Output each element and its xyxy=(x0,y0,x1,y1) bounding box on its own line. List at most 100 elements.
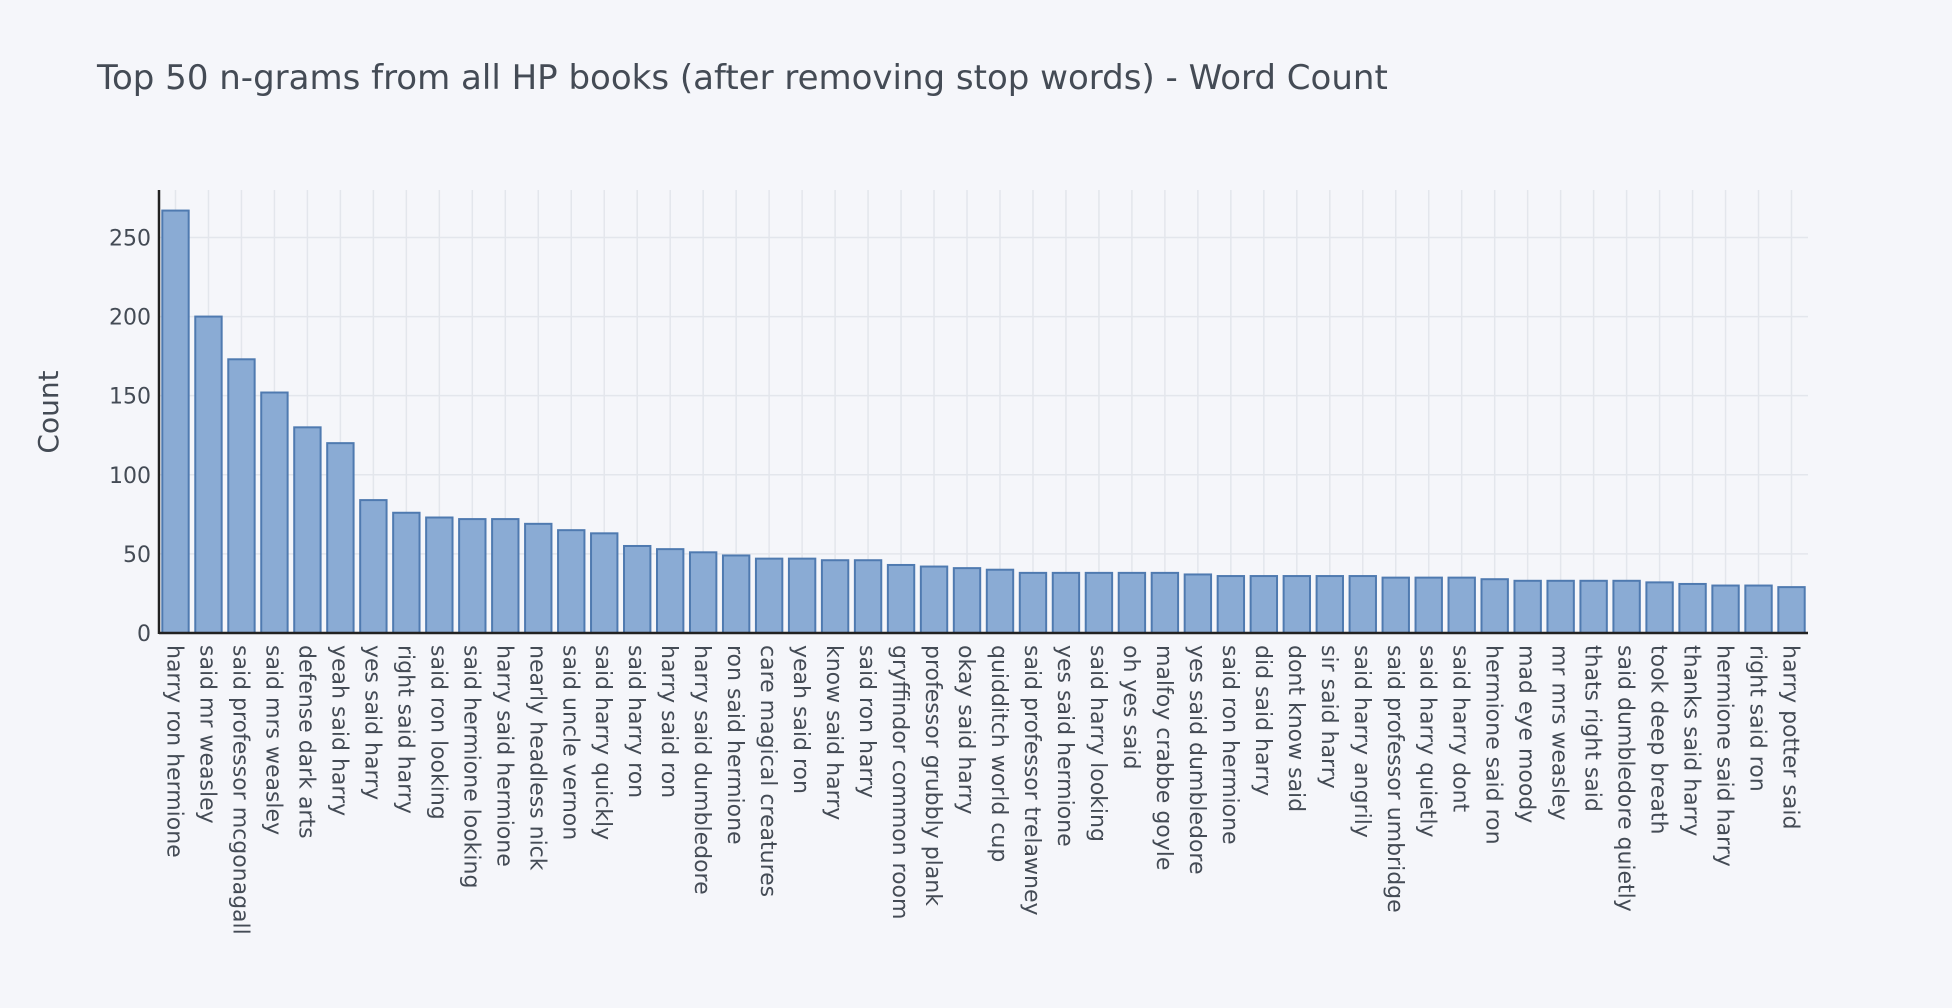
bar[interactable] xyxy=(1084,571,1114,635)
bar[interactable] xyxy=(655,548,685,634)
bar[interactable] xyxy=(985,568,1015,635)
x-tick-label: said professor umbridge xyxy=(1382,645,1407,913)
bar[interactable] xyxy=(260,391,289,634)
bar[interactable] xyxy=(623,544,652,634)
bar[interactable] xyxy=(1183,573,1213,634)
x-tick-label: gryffindor common room xyxy=(887,645,912,919)
x-tick-label: said harry quietly xyxy=(1415,645,1440,837)
x-tick-label: harry said dumbledore xyxy=(689,645,714,895)
bar[interactable] xyxy=(1645,581,1674,634)
bar[interactable] xyxy=(1348,575,1377,634)
bar[interactable] xyxy=(721,554,751,634)
bar[interactable] xyxy=(1546,579,1575,635)
bar[interactable] xyxy=(688,551,718,635)
bar[interactable] xyxy=(1513,579,1542,635)
x-tick-label: hermione said ron xyxy=(1481,645,1506,845)
x-tick-label: dont know said xyxy=(1283,645,1308,812)
y-tick-label: 250 xyxy=(109,226,151,251)
x-tick-label: professor grubbly plank xyxy=(920,645,945,906)
x-tick-label: said harry looking xyxy=(1085,645,1110,842)
bar[interactable] xyxy=(853,559,883,635)
bar[interactable] xyxy=(1249,575,1279,634)
axes xyxy=(157,190,1808,635)
bar[interactable] xyxy=(524,522,553,635)
bar[interactable] xyxy=(359,499,388,634)
bar[interactable] xyxy=(1777,586,1806,634)
x-tick-label: ron said hermione xyxy=(722,645,747,845)
bar[interactable] xyxy=(392,511,421,634)
y-tick-label: 150 xyxy=(109,385,151,410)
x-tick-label: said uncle vernon xyxy=(557,645,582,840)
x-tick-label: quidditch world cup xyxy=(986,645,1011,862)
bar[interactable] xyxy=(1282,575,1312,634)
bar[interactable] xyxy=(1612,579,1641,635)
bar[interactable] xyxy=(557,529,586,634)
x-tick-label: took deep breath xyxy=(1646,645,1671,834)
bar[interactable] xyxy=(1051,571,1081,635)
bar[interactable] xyxy=(820,559,850,635)
bar[interactable] xyxy=(952,567,982,634)
bar[interactable] xyxy=(1744,584,1773,634)
x-tick-label: said ron looking xyxy=(425,645,450,820)
x-tick-label: right said ron xyxy=(1745,645,1770,792)
x-tick-label: said harry ron xyxy=(623,645,648,798)
bar[interactable] xyxy=(425,516,454,635)
chart-title: Top 50 n-grams from all HP books (after … xyxy=(96,58,1388,98)
bar[interactable] xyxy=(293,426,322,635)
bar[interactable] xyxy=(458,518,487,634)
x-tick-label: malfoy crabbe goyle xyxy=(1151,645,1176,870)
y-axis-label: Count xyxy=(32,370,65,453)
bar[interactable] xyxy=(161,209,190,634)
bar[interactable] xyxy=(1018,571,1048,635)
y-tick-labels: 0 50 100 150 200 250 xyxy=(109,226,151,647)
x-tick-label: said mrs weasley xyxy=(260,645,285,835)
x-tick-label: mr mrs weasley xyxy=(1547,645,1572,821)
bar[interactable] xyxy=(1315,575,1344,634)
x-tick-label: said harry dont xyxy=(1448,645,1473,813)
bar[interactable] xyxy=(919,565,949,634)
x-tick-label: said harry quickly xyxy=(590,645,615,840)
x-tick-label: said hermione looking xyxy=(458,645,483,888)
x-tick-label: yeah said ron xyxy=(788,645,813,794)
bar[interactable] xyxy=(227,358,256,634)
x-tick-label: did said harry xyxy=(1250,645,1275,796)
bar[interactable] xyxy=(1216,575,1246,634)
x-tick-label: harry ron hermione xyxy=(161,645,186,858)
bar[interactable] xyxy=(1117,571,1147,635)
bar[interactable] xyxy=(1150,571,1180,635)
x-tick-label: yeah said harry xyxy=(326,645,351,816)
bar[interactable] xyxy=(886,563,916,634)
x-tick-label: mad eye moody xyxy=(1514,645,1539,823)
bar[interactable] xyxy=(1381,576,1410,634)
x-tick-label: defense dark arts xyxy=(293,645,318,839)
x-tick-label: nearly headless nick xyxy=(524,645,549,871)
bar[interactable] xyxy=(1447,576,1476,634)
x-tick-label: thats right said xyxy=(1580,645,1605,812)
x-tick-label: yes said hermione xyxy=(1052,645,1077,847)
bar[interactable] xyxy=(326,442,355,634)
bar[interactable] xyxy=(194,315,223,634)
bar[interactable] xyxy=(491,518,520,634)
bar[interactable] xyxy=(754,557,784,634)
x-tick-label: said professor mcgonagall xyxy=(227,645,252,935)
bar[interactable] xyxy=(1414,576,1443,634)
bar[interactable] xyxy=(1480,578,1509,635)
y-tick-label: 200 xyxy=(109,306,151,331)
x-tick-label: care magical creatures xyxy=(755,645,780,897)
x-tick-label: harry potter said xyxy=(1778,645,1803,829)
x-tick-label: said professor trelawney xyxy=(1019,645,1044,916)
x-tick-labels: harry ron hermione said mr weasley said pr… xyxy=(161,645,1802,935)
x-tick-label: yes said dumbledore xyxy=(1184,645,1209,875)
bar[interactable] xyxy=(1711,584,1740,634)
bar[interactable] xyxy=(787,557,817,634)
x-tick-label: said dumbledore quietly xyxy=(1613,645,1638,912)
x-tick-label: said ron hermione xyxy=(1217,645,1242,845)
x-tick-label: sir said harry xyxy=(1316,645,1341,789)
bar[interactable] xyxy=(1678,582,1707,634)
x-tick-label: harry said ron xyxy=(656,645,681,798)
bar[interactable] xyxy=(1579,579,1608,635)
x-tick-label: harry said hermione xyxy=(491,645,516,867)
bar[interactable] xyxy=(590,532,619,635)
